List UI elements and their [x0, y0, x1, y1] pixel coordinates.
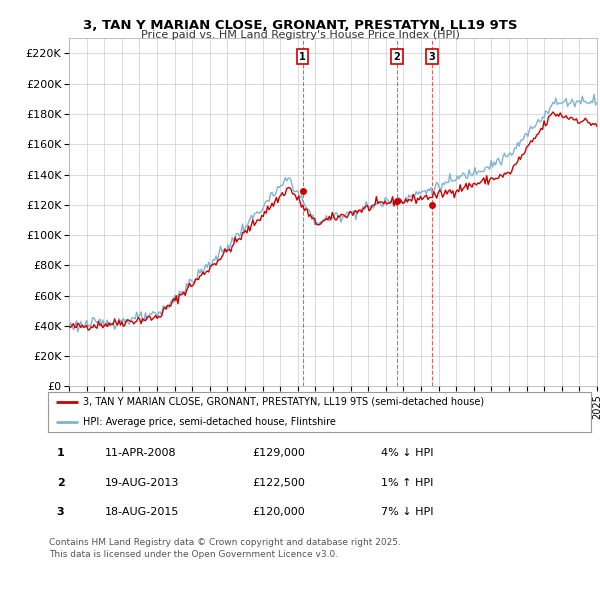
Text: 1% ↑ HPI: 1% ↑ HPI — [381, 478, 433, 487]
Text: 3, TAN Y MARIAN CLOSE, GRONANT, PRESTATYN, LL19 9TS (semi-detached house): 3, TAN Y MARIAN CLOSE, GRONANT, PRESTATY… — [83, 397, 484, 407]
Text: 2: 2 — [57, 478, 64, 487]
Text: 2: 2 — [394, 51, 400, 61]
Text: 3, TAN Y MARIAN CLOSE, GRONANT, PRESTATYN, LL19 9TS: 3, TAN Y MARIAN CLOSE, GRONANT, PRESTATY… — [83, 19, 517, 32]
Text: 11-APR-2008: 11-APR-2008 — [105, 448, 176, 458]
Text: 3: 3 — [57, 507, 64, 517]
Text: 18-AUG-2015: 18-AUG-2015 — [105, 507, 179, 517]
Text: Price paid vs. HM Land Registry's House Price Index (HPI): Price paid vs. HM Land Registry's House … — [140, 30, 460, 40]
Text: HPI: Average price, semi-detached house, Flintshire: HPI: Average price, semi-detached house,… — [83, 417, 336, 427]
Text: Contains HM Land Registry data © Crown copyright and database right 2025.
This d: Contains HM Land Registry data © Crown c… — [49, 538, 401, 559]
Text: £129,000: £129,000 — [252, 448, 305, 458]
Text: 7% ↓ HPI: 7% ↓ HPI — [381, 507, 433, 517]
Text: 4% ↓ HPI: 4% ↓ HPI — [381, 448, 433, 458]
Text: £122,500: £122,500 — [252, 478, 305, 487]
Text: 19-AUG-2013: 19-AUG-2013 — [105, 478, 179, 487]
Text: 1: 1 — [57, 448, 64, 458]
Text: 3: 3 — [429, 51, 436, 61]
Text: 1: 1 — [299, 51, 306, 61]
Text: £120,000: £120,000 — [252, 507, 305, 517]
